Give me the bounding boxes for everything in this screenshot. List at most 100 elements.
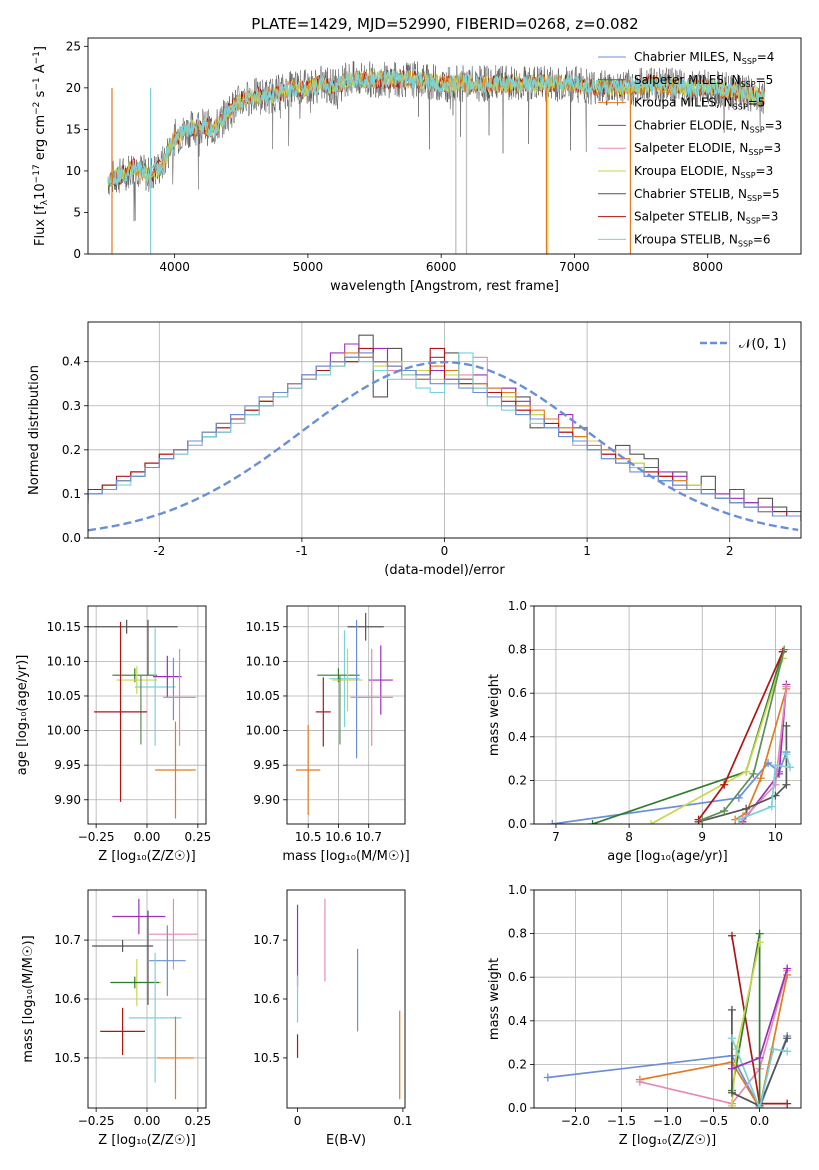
legend-entry: Salpeter STELIB, NSSP=3 [634, 210, 778, 226]
legend-entry-text: Kroupa STELIB, N [634, 232, 738, 246]
residuals-axes: -2 -1 0 1 2 0.0 0.1 0.2 0.3 0.4 (data-model)/error… [27, 322, 801, 578]
legend-entry-text: Kroupa MILES, N [634, 96, 733, 110]
y-axis-label: mass weight [487, 958, 502, 1040]
histogram-kroupa_miles [88, 352, 801, 521]
legend-entry: Chabrier ELODIE, NSSP=3 [634, 118, 782, 134]
series-marker [783, 964, 792, 973]
histogram-lines [88, 334, 801, 532]
y-tick-label: 0.2 [508, 773, 527, 787]
legend-entry-text: Chabrier ELODIE, N [634, 118, 750, 132]
x-tick-label: 1 [583, 544, 591, 558]
y-axis-label-part: λ [40, 199, 50, 205]
y-tick-label: 0.4 [62, 355, 81, 369]
series-marker [543, 1073, 552, 1082]
y-tick-label: 10.10 [47, 654, 81, 668]
y-axis-label: age [log₁₀(age/yr)] [15, 655, 30, 776]
spectrum-lines [107, 61, 766, 254]
histogram-chabrier_stelib [88, 334, 801, 517]
series-marker [771, 780, 780, 789]
y-tick-label: 10.6 [54, 992, 81, 1006]
y-axis-label-part: A [33, 64, 48, 77]
series-marker [782, 721, 791, 730]
legend-entry-text: Salpeter ELODIE, N [634, 141, 748, 155]
age_vs_mass-frame [286, 605, 406, 825]
series-marker [786, 763, 795, 772]
x-tick-label: 9 [698, 830, 706, 844]
legend-entry-text: Kroupa ELODIE, N [634, 164, 741, 178]
y-tick-label: 10.5 [54, 1051, 81, 1065]
y-tick-label: 10.7 [54, 933, 81, 947]
age_vs_Z-frame [87, 605, 207, 825]
x-axis-label: Z [log₁₀(Z/Z☉)] [98, 1133, 195, 1148]
x-tick-label: −1.5 [607, 1114, 636, 1128]
y-tick-label: 10.05 [246, 689, 280, 703]
age_vs_mass-points [296, 612, 393, 816]
y-axis-label-part: erg cm [33, 115, 48, 164]
y-tick-label: 10.15 [47, 620, 81, 634]
y-axis-label: mass [log₁₀(M/M☉)] [21, 935, 36, 1062]
x-tick-label: 10 [768, 830, 783, 844]
x-tick-label: 4000 [159, 260, 190, 274]
y-tick-label: 10.00 [246, 724, 280, 738]
y-axis-label-part: −1 [32, 77, 42, 90]
series-marker [755, 1053, 764, 1062]
series-marker [720, 806, 729, 815]
y-tick-label: 0.4 [508, 730, 527, 744]
series-line [731, 1009, 788, 1107]
y-tick-label: 5 [73, 205, 81, 219]
y-tick-label: 10.05 [47, 689, 81, 703]
legend-entry-sub: SSP [748, 148, 763, 157]
x-tick-label: −1.0 [653, 1114, 682, 1128]
y-axis-label-part: 10 [33, 183, 48, 200]
mass_weight_vs_age-frame [533, 605, 802, 825]
legend-entry-sub: SSP [750, 125, 765, 134]
mass_weight_vs_Z-frame [533, 889, 802, 1109]
y-tick-label: 1.0 [508, 883, 527, 897]
y-tick-label: 9.90 [253, 793, 280, 807]
legend-entry-sub: SSP [741, 171, 756, 180]
y-axis-label-part: −2 [32, 102, 42, 115]
y-axis-label: mass weight [487, 674, 502, 756]
y-tick-label: 0.1 [62, 487, 81, 501]
y-tick-label: 0 [73, 247, 81, 261]
mass_weight_vs_Z-series [543, 929, 792, 1108]
x-tick-label: 7 [552, 830, 560, 844]
legend-entry-sub: SSP [741, 80, 756, 89]
y-tick-label: 0.4 [508, 1014, 527, 1028]
series-marker [698, 815, 707, 824]
y-axis-label-part: ] [33, 46, 48, 51]
series-line [731, 1037, 788, 1108]
y-tick-label: 10.6 [253, 992, 280, 1006]
legend-entry-text: Chabrier STELIB, N [634, 187, 747, 201]
series-marker [734, 815, 743, 824]
x-tick-label: 6000 [426, 260, 457, 274]
x-tick-label: 0.25 [185, 1114, 212, 1128]
y-tick-label: 15 [66, 122, 81, 136]
legend-entry-sub: SSP [742, 57, 757, 66]
series-marker [767, 802, 776, 811]
y-tick-label: 0.6 [508, 686, 527, 700]
legend-entry-text: Chabrier MILES, N [634, 50, 742, 64]
age_vs_Z-axes: −0.25 0.00 0.25 9.90 9.95 10.00 10.05 10.10 10.1… [15, 606, 211, 864]
x-tick-label: 0.1 [393, 1114, 412, 1128]
series-marker [782, 780, 791, 789]
legend-entry-suffix: =5 [756, 73, 774, 87]
y-tick-label: 25 [66, 39, 81, 53]
legend-entry-sub: SSP [733, 103, 748, 112]
x-tick-label: -2 [153, 544, 165, 558]
x-axis-label: mass [log₁₀(M/M☉)] [282, 849, 409, 864]
x-axis-label: age [log₁₀(age/yr)] [607, 849, 728, 864]
series-marker [647, 820, 656, 824]
x-axis-label: wavelength [Angstrom, rest frame] [330, 279, 559, 294]
y-axis-label-part: s [33, 90, 48, 101]
series-line [701, 649, 786, 821]
legend-entry: Salpeter MILES, NSSP=5 [634, 73, 773, 89]
y-axis-label-part: −17 [32, 164, 42, 183]
series-marker [727, 1088, 736, 1097]
x-tick-label: −2.0 [561, 1114, 590, 1128]
y-tick-label: 9.95 [253, 758, 280, 772]
legend-entry: Chabrier STELIB, NSSP=5 [634, 187, 780, 203]
series-marker [755, 938, 764, 947]
x-tick-label: 8 [625, 830, 633, 844]
